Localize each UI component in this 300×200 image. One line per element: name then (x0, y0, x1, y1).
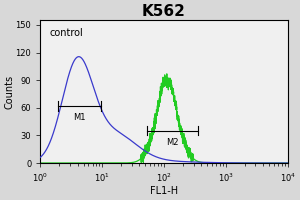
Text: control: control (50, 28, 83, 38)
Y-axis label: Counts: Counts (4, 75, 14, 109)
X-axis label: FL1-H: FL1-H (150, 186, 178, 196)
Text: M1: M1 (73, 113, 86, 122)
Title: K562: K562 (142, 4, 186, 19)
Text: M2: M2 (166, 138, 178, 147)
